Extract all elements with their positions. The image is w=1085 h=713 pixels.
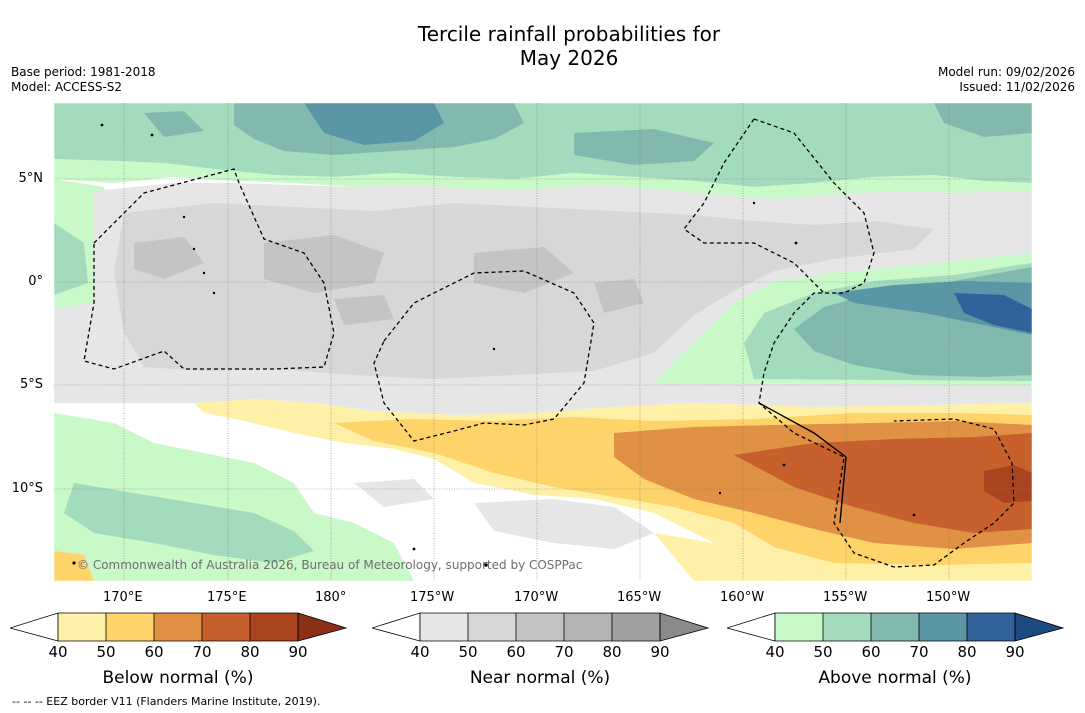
cb2-bin-4 [612, 613, 660, 641]
cb3-bin-4 [967, 613, 1015, 641]
cb1-tick-60: 60 [144, 643, 164, 661]
meta-left: Base period: 1981-2018 Model: ACCESS-S2 [11, 65, 156, 95]
above-normal-west-mid [54, 223, 88, 295]
lon-label-165w: 165°W [617, 590, 662, 605]
lon-label-175w: 175°W [410, 590, 455, 605]
cb2-tick-40: 40 [410, 643, 430, 661]
cb3-tick-40: 40 [765, 643, 785, 661]
cb2-tick-60: 60 [506, 643, 526, 661]
cb2-tick-50: 50 [458, 643, 478, 661]
base-period: Base period: 1981-2018 [11, 65, 156, 79]
cb1-bin-2 [154, 613, 202, 641]
cb2-bin-2 [516, 613, 564, 641]
colorbar-near-normal [372, 612, 710, 642]
map-title: Tercile rainfall probabilities for May 2… [0, 22, 1085, 70]
above-normal-north-light-band [54, 159, 1032, 199]
cb2-bin-1 [468, 613, 516, 641]
cb3-bin-1 [823, 613, 871, 641]
cb2-extend-left [372, 612, 421, 642]
title-line1: Tercile rainfall probabilities for [417, 22, 721, 46]
lat-label-5s: 5°S [19, 377, 43, 392]
cb3-label: Above normal (%) [818, 668, 972, 688]
cb1-tick-50: 50 [96, 643, 116, 661]
below-normal-dark [734, 433, 1032, 533]
cb2-tick-70: 70 [554, 643, 574, 661]
cb1-bin-1 [106, 613, 154, 641]
model-run: Model run: 09/02/2026 [937, 65, 1075, 79]
cb3-tick-80: 80 [957, 643, 977, 661]
cb3-bin-0 [775, 613, 823, 641]
lon-label-180: 180° [315, 590, 347, 605]
cb1-bin-0 [58, 613, 106, 641]
cb1-extend-right [297, 612, 348, 642]
cb2-extend-right [659, 612, 710, 642]
above-normal-southwest-mid [64, 483, 314, 563]
islands [72, 123, 916, 567]
rainfall-map: © Commonwealth of Australia 2026, Bureau… [54, 103, 1032, 581]
model-name: Model: ACCESS-S2 [11, 80, 123, 94]
colorbar-above-normal [727, 612, 1065, 642]
issued-date: Issued: 11/02/2026 [959, 80, 1075, 94]
cb3-bin-3 [919, 613, 967, 641]
cb2-tick-80: 80 [602, 643, 622, 661]
grid-lines [54, 103, 1032, 581]
lat-label-0: 0° [28, 274, 43, 289]
near-normal-dark-patches [134, 235, 644, 325]
lon-label-175e: 175°E [207, 590, 247, 605]
cb2-label: Near normal (%) [469, 668, 611, 688]
eez-kiribati-line-west [683, 118, 825, 294]
lon-label-170e: 170°E [103, 590, 143, 605]
cb2-bin-3 [564, 613, 612, 641]
lon-label-150w: 150°W [926, 590, 971, 605]
colorbar-below-normal [10, 612, 348, 642]
cb1-tick-90: 90 [288, 643, 308, 661]
cb1-bin-4 [250, 613, 298, 641]
map-copyright: © Commonwealth of Australia 2026, Bureau… [77, 558, 582, 572]
title-line2: May 2026 [519, 46, 619, 70]
cb1-bin-3 [202, 613, 250, 641]
cb2-bin-0 [420, 613, 468, 641]
cb3-tick-50: 50 [813, 643, 833, 661]
cb3-bin-2 [871, 613, 919, 641]
cb2-tick-90: 90 [650, 643, 670, 661]
eez-footnote: -- -- -- EEZ border V11 (Flanders Marine… [12, 695, 321, 708]
near-normal-south-patches [354, 479, 654, 549]
cb1-tick-80: 80 [240, 643, 260, 661]
below-normal-southwest-spot [54, 551, 94, 581]
cb1-tick-40: 40 [48, 643, 68, 661]
lat-label-10s: 10°S [11, 481, 43, 496]
meta-right: Model run: 09/02/2026 Issued: 11/02/2026 [938, 65, 1075, 95]
lon-label-170w: 170°W [514, 590, 559, 605]
eez-kiribati-phoenix [373, 270, 595, 442]
cb3-extend-left [727, 612, 776, 642]
cb3-extend-right [1014, 612, 1065, 642]
lon-label-160w: 160°W [720, 590, 765, 605]
lat-label-5n: 5°N [18, 171, 44, 186]
above-normal-east-deepest [954, 293, 1032, 333]
eez-kiribati-gilbert [83, 168, 335, 370]
eez-kiribati-line [753, 118, 1015, 568]
cb3-tick-60: 60 [861, 643, 881, 661]
eez-solid-segments [758, 402, 847, 524]
cb1-tick-70: 70 [192, 643, 212, 661]
cb1-label: Below normal (%) [102, 668, 254, 688]
cb3-tick-90: 90 [1005, 643, 1025, 661]
above-normal-north-deep [304, 103, 444, 145]
lon-label-155w: 155°W [823, 590, 868, 605]
cb1-extend-left [10, 612, 59, 642]
cb3-tick-70: 70 [909, 643, 929, 661]
below-normal-south-light [654, 533, 814, 581]
eez-borders [83, 118, 1015, 568]
below-normal-darkest [984, 465, 1032, 503]
